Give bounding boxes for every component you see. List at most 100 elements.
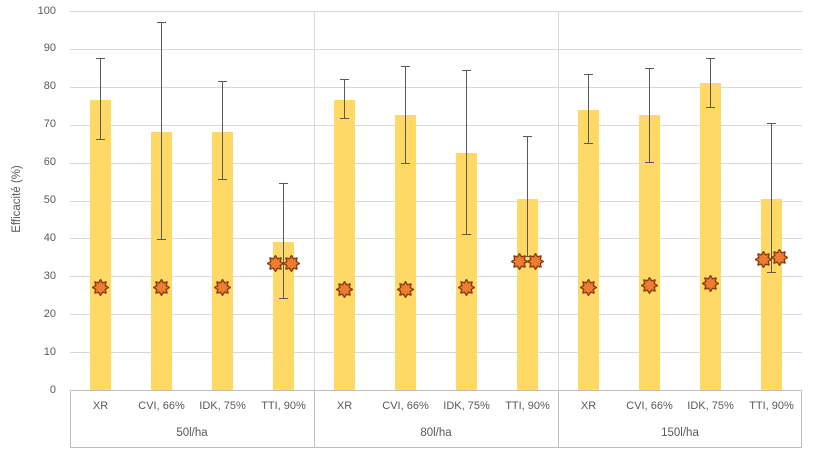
y-tick-label: 50	[43, 194, 56, 206]
y-tick-label: 70	[43, 118, 56, 131]
efficacy-bar	[212, 132, 233, 390]
error-bar-cap	[584, 73, 593, 75]
efficacy-bar	[395, 115, 416, 390]
error-bar-cap	[767, 122, 776, 124]
error-bar-cap	[645, 67, 654, 69]
error-bar-cap	[96, 138, 105, 140]
category-tick-label: XR	[92, 400, 109, 412]
error-bar-cap	[767, 271, 776, 273]
efficacy-bar	[578, 109, 599, 390]
error-bar-cap	[157, 239, 166, 241]
y-tick-label: 30	[43, 269, 56, 282]
category-axis-group-divider	[558, 390, 559, 448]
y-gridline	[70, 276, 802, 278]
star-marker-icon	[511, 252, 528, 270]
error-bar	[527, 136, 528, 258]
y-tick-label: 90	[43, 42, 56, 55]
error-bar-cap	[401, 65, 410, 67]
y-gridline	[70, 352, 802, 354]
error-bar-cap	[279, 183, 288, 185]
error-bar-cap	[523, 136, 532, 138]
error-bar	[405, 65, 406, 165]
efficacy-bar	[273, 242, 294, 390]
y-tick-label: 60	[43, 156, 56, 169]
star-marker-icon	[527, 252, 544, 270]
efficacy-bar	[761, 198, 782, 390]
star-marker-icon	[458, 279, 475, 297]
error-bar	[771, 122, 772, 273]
category-tick-label: XR	[336, 400, 353, 412]
category-axis-group-divider	[314, 390, 315, 448]
y-tick-label: 80	[43, 80, 56, 93]
y-gridline	[70, 314, 802, 316]
star-marker-icon	[771, 248, 788, 266]
category-tick-label: TTI, 90%	[749, 400, 794, 412]
error-bar	[649, 67, 650, 163]
y-tick-label: 100	[37, 4, 56, 17]
error-bar	[466, 69, 467, 235]
error-bar-cap	[96, 58, 105, 60]
error-bar-cap	[645, 161, 654, 163]
error-bar-cap	[706, 106, 715, 108]
error-bar	[710, 58, 711, 108]
category-tick-label: IDK, 75%	[443, 400, 490, 412]
y-axis-title: Efficacité (%)	[11, 164, 23, 233]
efficacy-bar	[151, 132, 172, 390]
star-marker-icon	[283, 254, 300, 272]
y-tick-label: 40	[43, 231, 56, 244]
error-bar-cap	[218, 81, 227, 83]
y-tick-label: 0	[49, 383, 56, 396]
efficacy-bar	[700, 83, 721, 390]
error-bar	[100, 58, 101, 140]
group-divider	[314, 11, 315, 390]
y-gridline	[70, 200, 802, 202]
category-tick-label: CVI, 66%	[626, 400, 673, 412]
category-tick-label: CVI, 66%	[138, 400, 185, 412]
star-marker-icon	[214, 279, 231, 297]
error-bar	[222, 81, 223, 180]
error-bar-cap	[279, 298, 288, 300]
error-bar	[344, 79, 345, 119]
error-bar-cap	[340, 118, 349, 119]
category-tick-label: IDK, 75%	[687, 400, 734, 412]
y-gridline	[70, 124, 802, 126]
star-marker-icon	[267, 254, 284, 272]
star-marker-icon	[397, 281, 414, 299]
group-label: 50l/ha	[176, 427, 208, 439]
y-tick-label: 10	[43, 345, 56, 358]
error-bar-cap	[523, 256, 532, 258]
error-bar	[161, 22, 162, 241]
error-bar-cap	[706, 58, 715, 60]
y-gridline	[70, 86, 802, 88]
error-bar	[283, 183, 284, 300]
efficacy-bar	[456, 153, 477, 390]
efficacy-bar	[90, 100, 111, 390]
group-label: 80l/ha	[420, 427, 452, 439]
category-tick-label: CVI, 66%	[382, 400, 429, 412]
error-bar-cap	[157, 22, 166, 24]
y-gridline	[70, 162, 802, 164]
y-gridline	[70, 48, 802, 50]
y-gridline	[70, 11, 802, 12]
group-divider	[558, 11, 559, 390]
efficacy-bar	[639, 115, 660, 390]
category-tick-label: XR	[580, 400, 597, 412]
star-marker-icon	[755, 250, 772, 268]
category-tick-label: TTI, 90%	[261, 400, 306, 412]
error-bar-cap	[218, 178, 227, 180]
error-bar	[588, 73, 589, 144]
star-marker-icon	[702, 275, 719, 293]
star-marker-icon	[336, 281, 353, 299]
efficacy-bar	[334, 100, 355, 390]
error-bar-cap	[462, 233, 471, 235]
y-gridline	[70, 238, 802, 240]
star-marker-icon	[153, 279, 170, 297]
y-tick-label: 20	[43, 307, 56, 320]
error-bar-cap	[584, 142, 593, 144]
star-marker-icon	[641, 277, 658, 295]
star-marker-icon	[92, 279, 109, 297]
star-marker-icon	[580, 279, 597, 297]
group-label: 150l/ha	[661, 427, 699, 439]
category-axis-box	[70, 390, 802, 448]
